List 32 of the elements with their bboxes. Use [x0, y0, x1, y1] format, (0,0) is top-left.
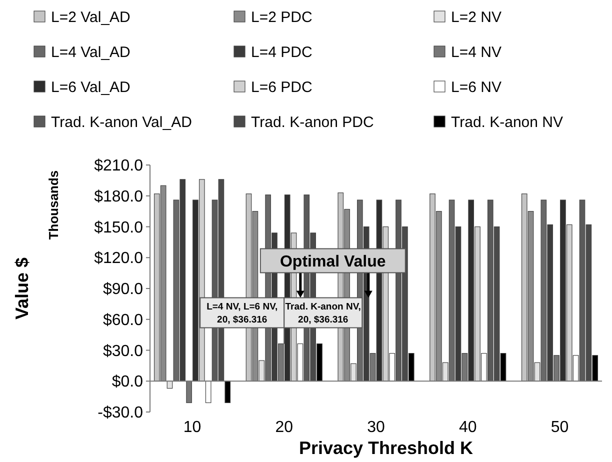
- text: Thousands: [46, 170, 61, 240]
- y-tick-label: $120.0: [94, 250, 144, 268]
- legend-label: L=2 Val_AD: [51, 9, 131, 26]
- x-axis-title: Privacy Threshold K: [298, 438, 474, 458]
- legend-label: L=4 PDC: [251, 44, 312, 61]
- legend-label: L=4 NV: [451, 44, 502, 61]
- y-tick-label: $150.0: [94, 219, 144, 236]
- y-tick-label: $180.0: [94, 188, 144, 206]
- x-tick-label: 40: [458, 419, 477, 436]
- y-tick-label: $30.0: [102, 342, 144, 360]
- legend-label: L=6 PDC: [251, 79, 312, 96]
- legend-label: L=6 NV: [451, 79, 502, 96]
- y-tick-label: $0.0: [112, 374, 144, 391]
- legend-label: Trad. K-anon Val_AD: [51, 114, 192, 131]
- y-tick-label: -$30.0: [98, 404, 144, 422]
- legend-label: L=2 PDC: [251, 9, 312, 26]
- y-tick-label: $90.0: [102, 281, 144, 298]
- y-tick-label: $60.0: [102, 312, 144, 329]
- legend-label: L=2 NV: [451, 9, 502, 26]
- x-tick-label: 30: [367, 419, 385, 436]
- annotation: L=4 NV, L=6 NV, 20, $36.316: [206, 302, 278, 326]
- legend-label: Trad. K-anon PDC: [251, 114, 374, 131]
- legend-label: L=6 Val_AD: [51, 79, 131, 96]
- annotation: Trad. K-anon NV, 20, $36.316: [285, 302, 361, 326]
- x-tick-label: 50: [550, 419, 569, 436]
- y-axis-title: Value $: [12, 257, 32, 320]
- legend-label: Trad. K-anon NV: [451, 114, 563, 131]
- y-tick-label: $210.0: [94, 158, 144, 175]
- x-tick-label: 10: [183, 419, 202, 436]
- legend-label: L=4 Val_AD: [51, 44, 131, 61]
- annotation: Optimal Value: [280, 253, 386, 270]
- x-tick-label: 20: [275, 419, 294, 436]
